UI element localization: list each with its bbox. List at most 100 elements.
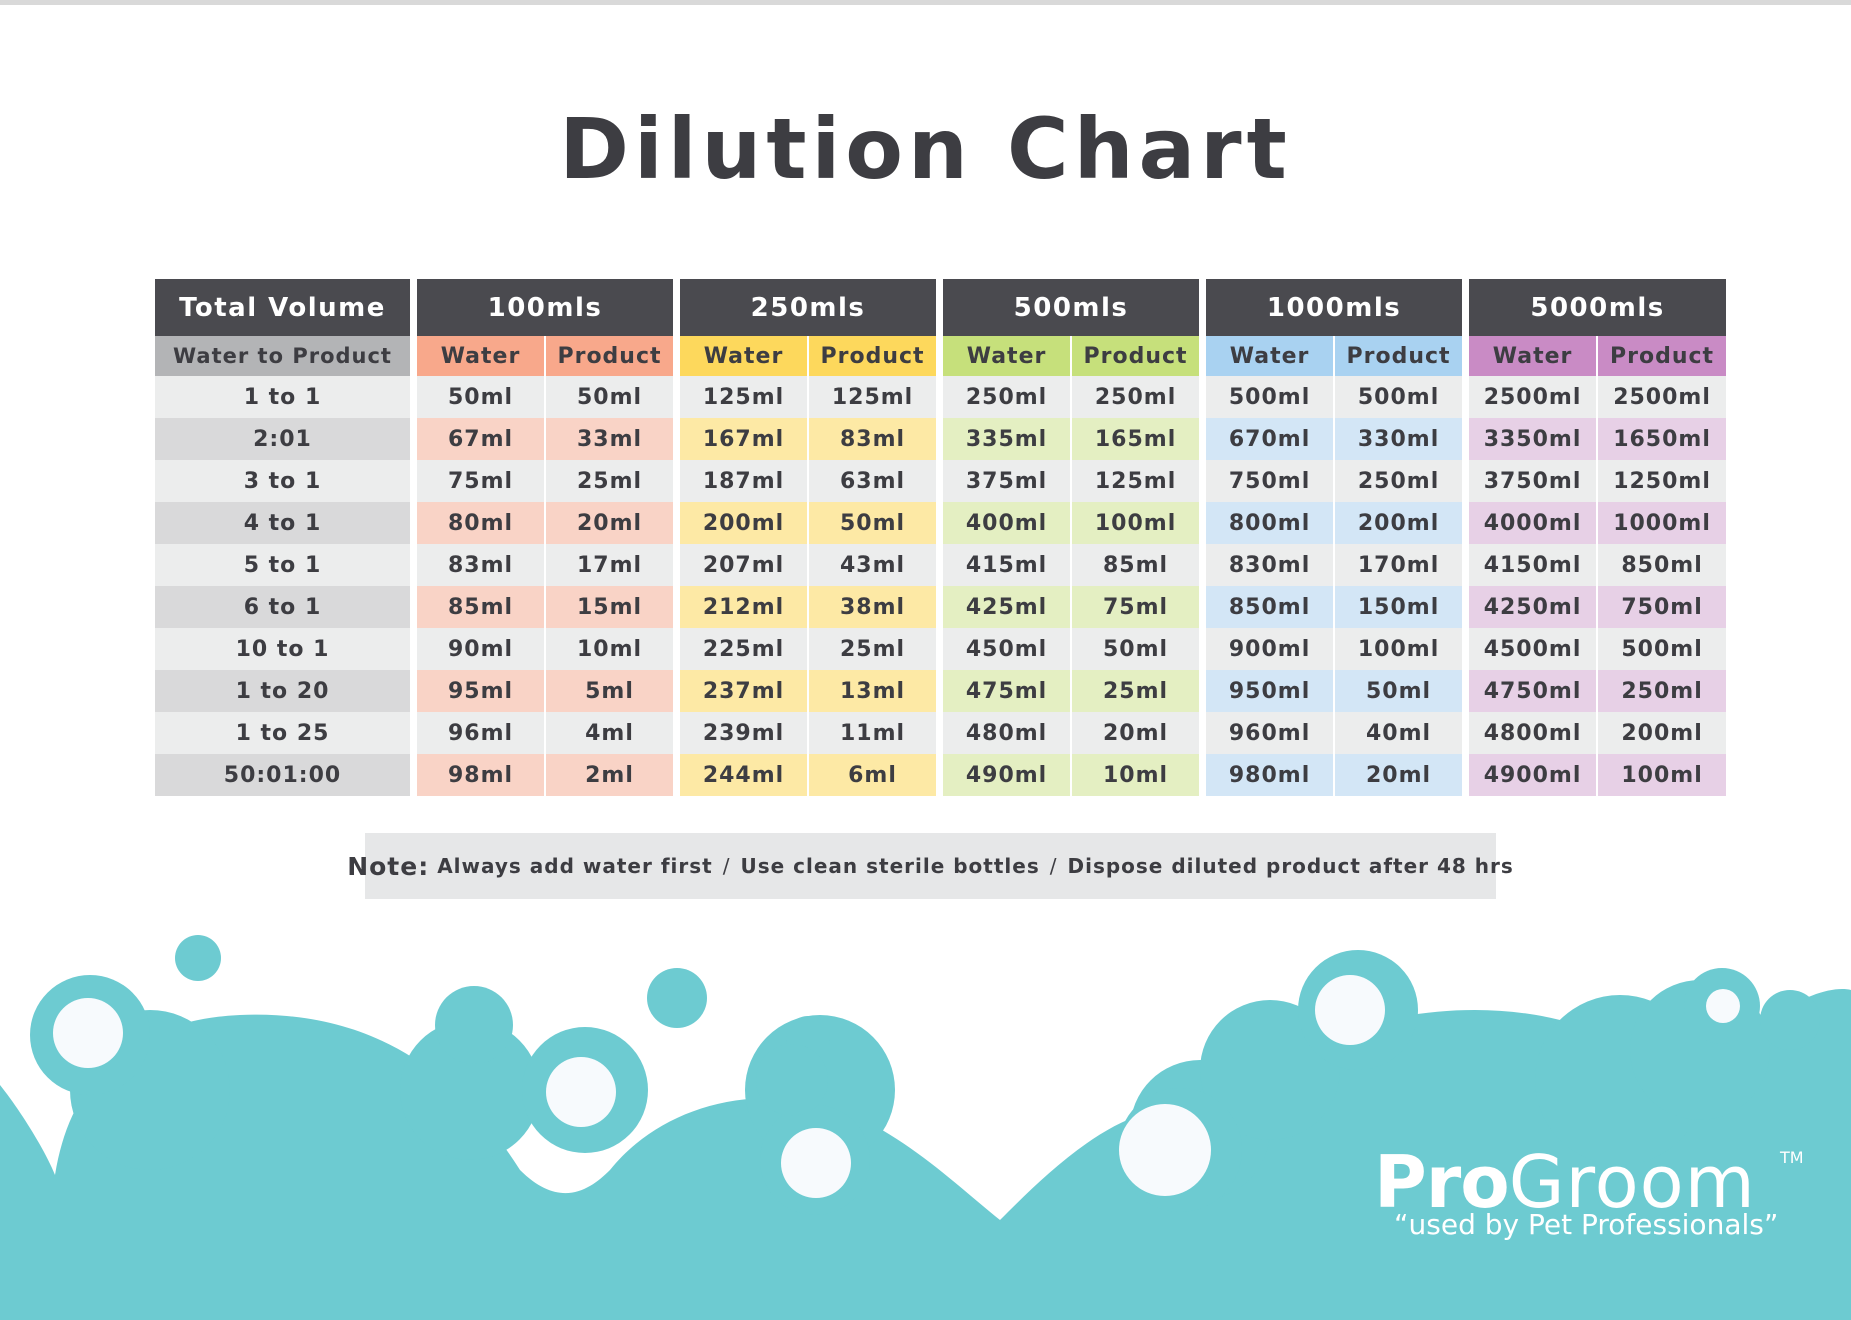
water-header-100: Water [417,336,546,376]
table-row: 1 to 1 50ml 50ml 125ml 125ml 250ml 250ml 500ml 5… [155,376,1729,418]
water-cell-1000: 800ml [1206,502,1336,544]
page-title: Dilution Chart [559,100,1292,198]
product-cell-500: 75ml [1072,586,1207,628]
volume-header-5000: 5000mls [1469,279,1729,336]
volume-header-500: 500mls [943,279,1207,336]
water-cell-100: 67ml [417,418,546,460]
product-cell-1000: 100ml [1335,628,1470,670]
column-header-row: Water to Product Water Product Water Pro… [155,336,1729,376]
table-row: 50:01:00 98ml 2ml 244ml 6ml 490ml 10ml 980ml 20m… [155,754,1729,796]
water-cell-250: 167ml [680,418,810,460]
water-cell-5000: 4500ml [1469,628,1599,670]
water-cell-1000: 950ml [1206,670,1336,712]
water-cell-5000: 4800ml [1469,712,1599,754]
product-cell-500: 50ml [1072,628,1207,670]
water-cell-500: 450ml [943,628,1073,670]
product-cell-1000: 150ml [1335,586,1470,628]
product-cell-5000: 500ml [1598,628,1729,670]
table-row: 2:01 67ml 33ml 167ml 83ml 335ml 165ml 670ml 330m… [155,418,1729,460]
product-cell-250: 50ml [809,502,944,544]
product-cell-250: 63ml [809,460,944,502]
water-cell-500: 400ml [943,502,1073,544]
water-cell-100: 83ml [417,544,546,586]
product-cell-1000: 500ml [1335,376,1470,418]
product-cell-250: 38ml [809,586,944,628]
water-cell-500: 490ml [943,754,1073,796]
product-cell-100: 20ml [546,502,681,544]
table-body: 1 to 1 50ml 50ml 125ml 125ml 250ml 250ml 500ml 5… [155,376,1729,796]
water-cell-250: 125ml [680,376,810,418]
note-separator: / [722,854,731,878]
water-cell-5000: 4900ml [1469,754,1599,796]
water-cell-250: 225ml [680,628,810,670]
product-cell-5000: 250ml [1598,670,1729,712]
water-cell-500: 375ml [943,460,1073,502]
brand-groom: Groom [1508,1140,1756,1224]
water-cell-1000: 960ml [1206,712,1336,754]
water-header-1000: Water [1206,336,1336,376]
note-item: Always add water first [437,854,713,878]
water-cell-500: 425ml [943,586,1073,628]
product-cell-1000: 50ml [1335,670,1470,712]
ratio-cell: 1 to 20 [155,670,417,712]
water-cell-1000: 980ml [1206,754,1336,796]
water-cell-5000: 3750ml [1469,460,1599,502]
product-cell-100: 33ml [546,418,681,460]
product-cell-100: 5ml [546,670,681,712]
ratio-cell: 2:01 [155,418,417,460]
product-cell-250: 25ml [809,628,944,670]
product-cell-250: 6ml [809,754,944,796]
product-cell-1000: 40ml [1335,712,1470,754]
product-header-1000: Product [1335,336,1470,376]
note-item: Use clean sterile bottles [740,854,1040,878]
product-cell-5000: 850ml [1598,544,1729,586]
ratio-cell: 50:01:00 [155,754,417,796]
water-cell-500: 335ml [943,418,1073,460]
product-cell-500: 20ml [1072,712,1207,754]
ratio-cell: 6 to 1 [155,586,417,628]
product-header-500: Product [1072,336,1207,376]
product-cell-5000: 1000ml [1598,502,1729,544]
product-cell-500: 165ml [1072,418,1207,460]
water-cell-1000: 830ml [1206,544,1336,586]
product-cell-250: 11ml [809,712,944,754]
water-cell-100: 50ml [417,376,546,418]
water-cell-500: 480ml [943,712,1073,754]
product-cell-1000: 250ml [1335,460,1470,502]
ratio-cell: 1 to 1 [155,376,417,418]
table-row: 1 to 25 96ml 4ml 239ml 11ml 480ml 20ml 960ml 40m… [155,712,1729,754]
water-cell-100: 90ml [417,628,546,670]
product-cell-5000: 2500ml [1598,376,1729,418]
water-cell-250: 244ml [680,754,810,796]
water-cell-5000: 3350ml [1469,418,1599,460]
product-cell-250: 43ml [809,544,944,586]
product-cell-250: 13ml [809,670,944,712]
product-header-250: Product [809,336,944,376]
product-cell-500: 250ml [1072,376,1207,418]
top-rule [0,0,1851,5]
product-header-5000: Product [1598,336,1729,376]
water-cell-250: 207ml [680,544,810,586]
product-cell-5000: 750ml [1598,586,1729,628]
ratio-cell: 4 to 1 [155,502,417,544]
dilution-table: Total Volume 100mls 250mls 500mls 1000ml… [155,279,1729,796]
total-volume-header: Total Volume [155,279,417,336]
water-cell-500: 415ml [943,544,1073,586]
product-cell-1000: 200ml [1335,502,1470,544]
product-cell-5000: 200ml [1598,712,1729,754]
volume-header-row: Total Volume 100mls 250mls 500mls 1000ml… [155,279,1729,336]
table-row: 10 to 1 90ml 10ml 225ml 25ml 450ml 50ml 900ml 10… [155,628,1729,670]
water-to-product-header: Water to Product [155,336,417,376]
product-cell-5000: 1250ml [1598,460,1729,502]
water-cell-5000: 4250ml [1469,586,1599,628]
note-separator: / [1049,854,1058,878]
water-cell-5000: 4000ml [1469,502,1599,544]
table-row: 5 to 1 83ml 17ml 207ml 43ml 415ml 85ml 830ml 170… [155,544,1729,586]
bubble-decoration [0,935,1851,1320]
product-cell-100: 25ml [546,460,681,502]
product-cell-1000: 20ml [1335,754,1470,796]
table-row: 3 to 1 75ml 25ml 187ml 63ml 375ml 125ml 750ml 25… [155,460,1729,502]
brand-logo: ProGroom TM [1374,1140,1804,1224]
volume-header-100: 100mls [417,279,681,336]
water-header-250: Water [680,336,810,376]
